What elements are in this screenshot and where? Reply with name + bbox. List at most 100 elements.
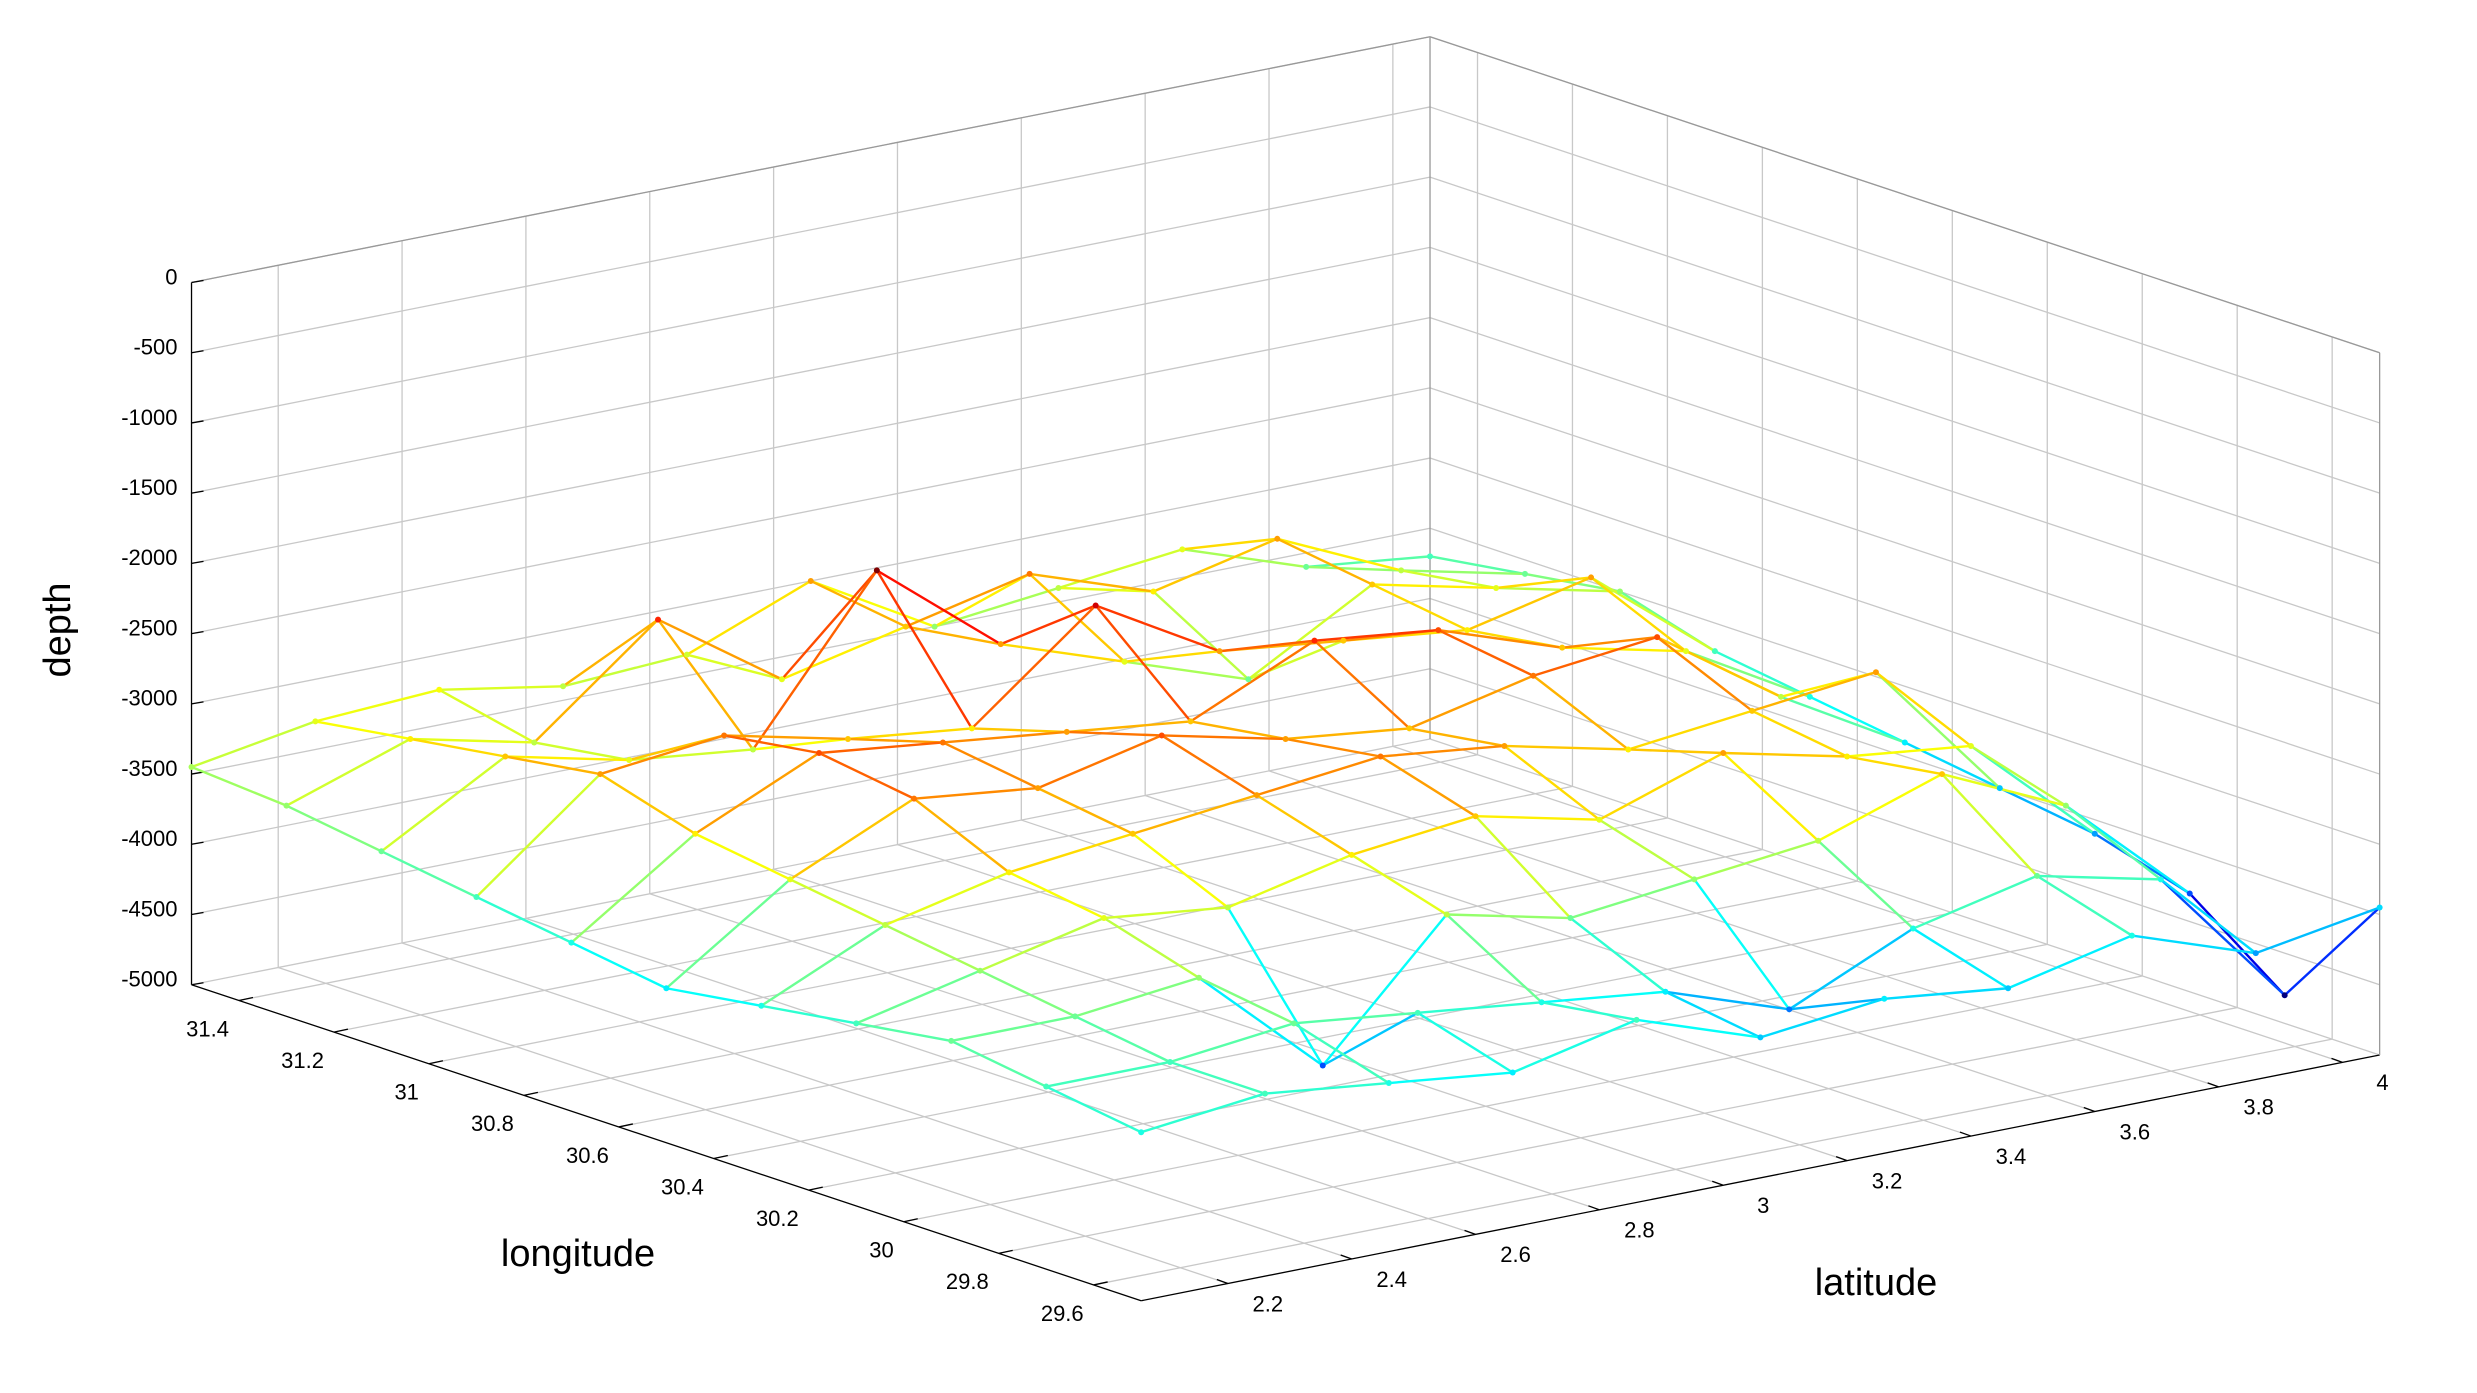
- mesh-edge: [2255, 906, 2381, 955]
- mesh-edge: [1276, 537, 1373, 586]
- mesh-node: [1340, 637, 1347, 644]
- mesh-edge: [979, 916, 1105, 972]
- mesh-node: [1559, 644, 1566, 651]
- mesh-edge: [761, 1004, 857, 1025]
- mesh-edge: [1446, 913, 1571, 920]
- mesh-edge: [1590, 576, 1687, 653]
- mesh-node: [473, 893, 480, 900]
- mesh-edge: [1846, 744, 1972, 758]
- mesh-edge: [1541, 990, 1666, 1004]
- mesh-edge: [1190, 720, 1286, 741]
- mesh-edge: [1941, 773, 2038, 877]
- grid-line: [897, 844, 1848, 1162]
- mesh-edge: [1569, 917, 1667, 993]
- z-tick-label: -500: [133, 335, 177, 360]
- mesh-node: [1167, 1058, 1174, 1065]
- mesh-edge: [1314, 628, 1439, 642]
- mesh-edge: [1401, 569, 1526, 576]
- mesh-node: [1501, 742, 1508, 749]
- mesh-edge: [1817, 773, 1943, 842]
- mesh-node: [1063, 728, 1070, 735]
- mesh-node: [997, 641, 1004, 648]
- box-edge: [191, 36, 1431, 284]
- mesh-node: [1472, 813, 1479, 820]
- mesh-node: [2252, 950, 2259, 957]
- mesh-edge: [1438, 628, 1563, 649]
- mesh-edge: [1306, 565, 1402, 572]
- mesh-node: [2091, 830, 2098, 837]
- mesh-node: [1530, 672, 1537, 679]
- z-tick-label: -4500: [121, 896, 177, 921]
- mesh-node: [816, 749, 823, 756]
- mesh-edge: [1598, 818, 1695, 881]
- mesh-node: [1567, 915, 1574, 922]
- grid-line: [649, 893, 1600, 1211]
- grid-line: [1429, 738, 2380, 1056]
- mesh-node: [1901, 739, 1908, 746]
- z-tick-label: -3000: [121, 686, 177, 711]
- mesh-edge: [1496, 586, 1620, 593]
- mesh-node: [873, 567, 880, 574]
- mesh-edge: [562, 653, 688, 688]
- mesh-edge: [1169, 1060, 1266, 1095]
- mesh-edge: [1693, 878, 1791, 1011]
- mesh-edge: [934, 572, 1031, 628]
- y-tick: [808, 1186, 823, 1191]
- mesh-edge: [810, 579, 936, 628]
- mesh-node: [758, 1002, 765, 1009]
- mesh-edge: [1437, 629, 1534, 677]
- mesh-edge: [1322, 1011, 1419, 1067]
- mesh-node: [2186, 890, 2193, 897]
- grid-line: [191, 597, 1431, 845]
- mesh-node: [2128, 932, 2135, 939]
- mesh-edge: [2065, 804, 2162, 881]
- mesh-node: [1034, 785, 1041, 792]
- z-tick: [191, 560, 204, 565]
- mesh-edge: [1562, 635, 1658, 649]
- mesh-node: [1005, 869, 1012, 876]
- x-tick: [1216, 1278, 1229, 1285]
- z-tick-label: -3500: [121, 756, 177, 781]
- z-tick: [191, 279, 204, 284]
- mesh-edge: [1474, 815, 1572, 919]
- mesh-edge: [1409, 727, 1505, 748]
- mesh-edge: [1226, 906, 1324, 1067]
- mesh-edge: [1371, 583, 1468, 632]
- mesh-node: [853, 1020, 860, 1027]
- mesh-node: [1245, 676, 1252, 683]
- mesh-node: [1121, 658, 1128, 665]
- mesh-node: [626, 757, 633, 764]
- mesh-edge: [1400, 569, 1497, 590]
- mesh-edge: [1884, 987, 2009, 1000]
- mesh-edge: [599, 734, 725, 776]
- mesh-edge: [1628, 748, 1724, 755]
- mesh-node: [2005, 985, 2012, 992]
- mesh-edge: [876, 569, 1002, 646]
- mesh-edge: [1532, 674, 1629, 751]
- mesh-node: [1521, 570, 1528, 577]
- z-tick: [191, 701, 204, 705]
- mesh-edge: [2283, 906, 2381, 997]
- mesh-edge: [2036, 874, 2161, 881]
- mesh-edge: [1045, 1085, 1142, 1134]
- mesh-edge: [855, 969, 981, 1025]
- grid-line: [191, 387, 1431, 635]
- y-axis-title: longitude: [501, 1233, 655, 1275]
- mesh-edge: [1103, 906, 1228, 920]
- mesh-node: [1691, 876, 1698, 883]
- mesh-node: [1662, 988, 1669, 995]
- mesh-node: [1138, 1129, 1145, 1136]
- mesh-node: [1967, 742, 1974, 749]
- mesh-edge: [942, 741, 1039, 790]
- mesh-node: [1303, 563, 1310, 570]
- mesh-edge: [1285, 737, 1381, 758]
- grid-line: [1144, 794, 2095, 1113]
- mesh-node: [1427, 553, 1434, 560]
- mesh-node: [436, 686, 443, 693]
- mesh-node: [683, 651, 690, 658]
- mesh-edge: [1000, 642, 1125, 663]
- y-tick: [713, 1154, 728, 1160]
- mesh-edge: [191, 765, 287, 807]
- mesh-node: [778, 676, 785, 683]
